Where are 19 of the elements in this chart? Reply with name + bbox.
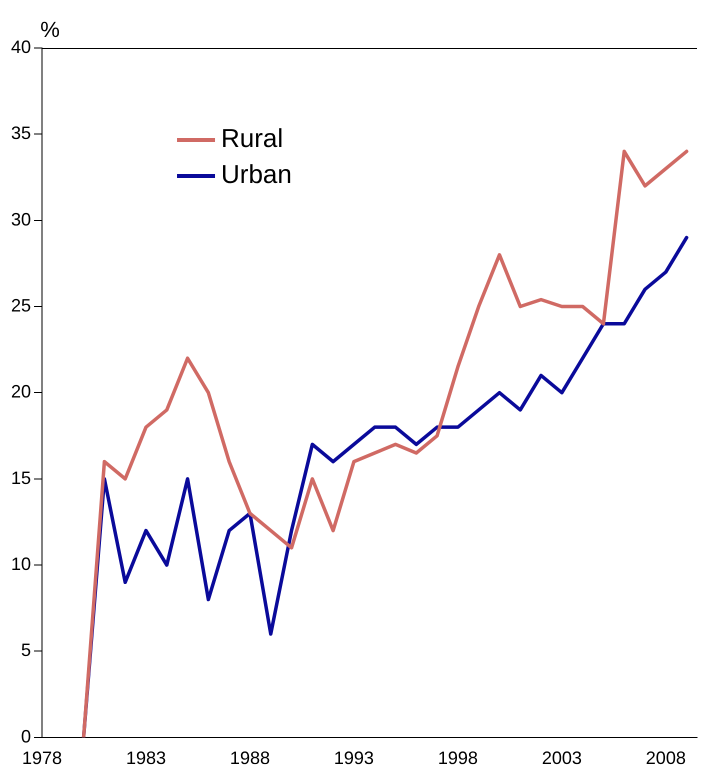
y-tick-label: 10	[10, 554, 32, 574]
y-tick-label: 25	[10, 295, 32, 316]
y-tick-label: 5	[21, 640, 32, 660]
y-axis-title: %	[40, 17, 60, 42]
x-tick-label: 1998	[438, 748, 478, 768]
x-tick-label: 1988	[230, 748, 270, 768]
x-tick-label: 1978	[22, 748, 62, 768]
y-tick-label: 0	[21, 726, 32, 746]
x-tick-label: 1983	[126, 748, 166, 768]
y-tick-label: 30	[10, 209, 32, 230]
legend-label: Urban	[221, 159, 292, 190]
legend-label: Rural	[221, 123, 284, 154]
y-tick-label: 40	[10, 36, 32, 57]
y-tick-label: 20	[10, 382, 32, 402]
y-tick-label: 35	[10, 123, 32, 144]
x-tick-label: 2003	[542, 748, 582, 768]
x-tick-label: 1993	[334, 748, 374, 768]
x-tick-label: 2008	[646, 748, 686, 768]
y-tick-label: 15	[10, 468, 32, 488]
